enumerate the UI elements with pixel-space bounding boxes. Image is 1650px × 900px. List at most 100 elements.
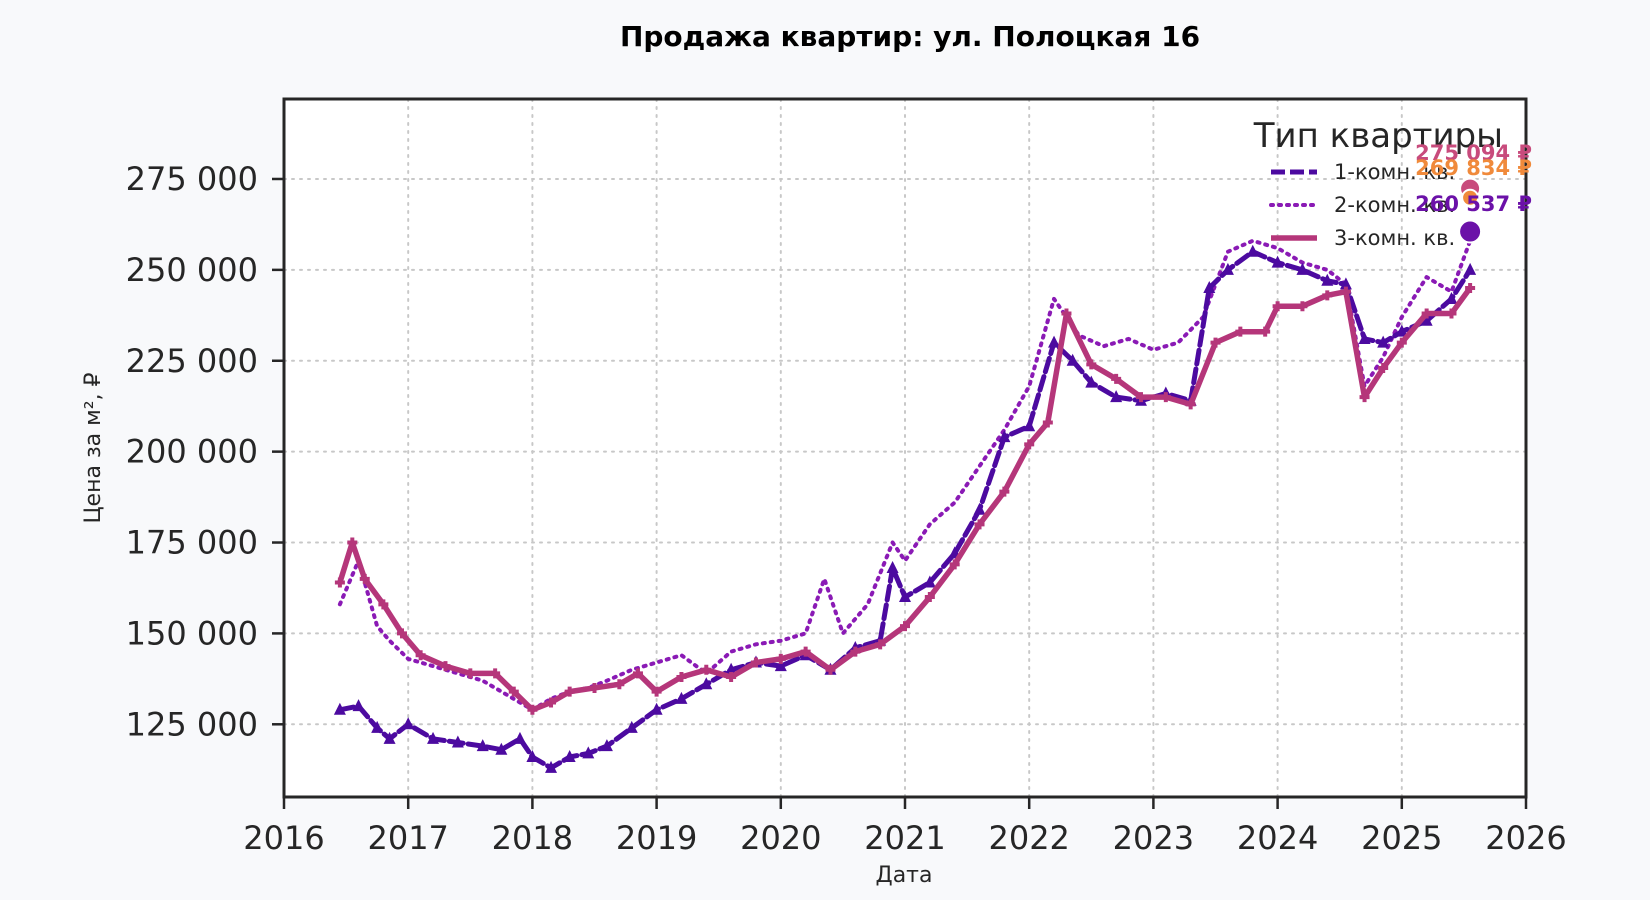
series-point-1 [1246, 244, 1259, 257]
y-tick-label: 250 000 [126, 251, 258, 289]
series-point-1 [545, 760, 558, 773]
series-point-1 [1339, 277, 1352, 290]
end-point-label: 275 094 ₽ [1415, 141, 1532, 165]
series-point-1 [998, 430, 1011, 443]
y-tick-label: 275 000 [126, 160, 258, 198]
series-point-3 [1185, 399, 1196, 410]
series-point-3 [490, 668, 501, 679]
x-tick-label: 2017 [367, 819, 448, 857]
series-point-3 [1024, 439, 1035, 450]
series-point-3 [825, 664, 836, 675]
series-point-3 [564, 686, 575, 697]
series-point-1 [1271, 255, 1284, 268]
series-point-1 [1321, 273, 1334, 286]
series-point-3 [775, 653, 786, 664]
end-point-marker [1458, 219, 1483, 244]
series-point-1 [774, 659, 787, 672]
series-point-1 [1110, 390, 1123, 403]
x-axis: 2016 2017 2018 2019 2020 2021 2022 2023 2024 2025… [243, 797, 1567, 857]
y-tick-label: 125 000 [126, 705, 258, 743]
series-point-1 [1066, 353, 1079, 366]
series-point-3 [465, 668, 476, 679]
series-point-3 [1340, 286, 1351, 297]
grid [283, 98, 1527, 798]
series-point-1 [495, 742, 508, 755]
series-point-3 [546, 697, 557, 708]
end-point-label: 269 834 ₽ [1415, 156, 1532, 180]
series-point-1 [886, 560, 899, 573]
series-point-1 [650, 702, 663, 715]
legend-label-1: 1-комн. кв. [1334, 160, 1455, 184]
series-point-1 [513, 731, 526, 744]
series-point-3 [1210, 337, 1221, 348]
series-point-3 [589, 682, 600, 693]
series-point-3 [701, 664, 712, 675]
series-point-1 [371, 720, 384, 733]
series-point-3 [949, 559, 960, 570]
series-point-1 [675, 691, 688, 704]
x-tick-label: 2020 [740, 819, 821, 857]
series-point-3 [396, 628, 407, 639]
series-point-3 [1396, 337, 1407, 348]
series-point-1 [582, 746, 595, 759]
series-point-3 [1260, 326, 1271, 337]
series-point-3 [924, 592, 935, 603]
legend-label-2: 2-комн. кв. [1334, 193, 1455, 217]
series-point-1 [383, 731, 396, 744]
series-point-3 [651, 686, 662, 697]
series-point-3 [508, 686, 519, 697]
series-point-3 [415, 650, 426, 661]
end-point-markers: 275 094 ₽269 834 ₽ 260 537 ₽ [1415, 141, 1532, 244]
series-point-3 [347, 537, 358, 548]
x-tick-label: 2024 [1237, 819, 1318, 857]
y-tick-label: 150 000 [126, 614, 258, 652]
series-layer [333, 238, 1477, 773]
series-point-3 [726, 672, 737, 683]
series-point-3 [1135, 392, 1146, 403]
series-point-3 [527, 704, 538, 715]
series-point-3 [1297, 301, 1308, 312]
chart-title: Продажа квартир: ул. Полоцкая 16 [620, 20, 1200, 53]
y-tick-label: 175 000 [126, 524, 258, 562]
series-point-1 [476, 739, 489, 752]
x-tick-label: 2019 [616, 819, 697, 857]
series-point-1 [563, 750, 576, 763]
y-tick-label: 225 000 [126, 342, 258, 380]
y-tick-label: 200 000 [126, 433, 258, 471]
series-point-1 [1445, 291, 1458, 304]
series-point-3 [1421, 308, 1432, 319]
end-point-label: 260 537 ₽ [1415, 192, 1532, 216]
series-point-1 [402, 717, 415, 730]
series-point-3 [850, 646, 861, 657]
x-axis-label: Дата [876, 863, 933, 888]
series-point-3 [1378, 363, 1389, 374]
series-point-1 [333, 702, 346, 715]
series-point-3 [1061, 308, 1072, 319]
series-point-1 [526, 750, 539, 763]
legend-label-3: 3-комн. кв. [1334, 226, 1455, 250]
series-point-1 [923, 575, 936, 588]
series-point-3 [632, 668, 643, 679]
series-point-3 [1322, 290, 1333, 301]
series-point-1 [1464, 262, 1477, 275]
legend-title: Тип квартиры [1253, 116, 1503, 156]
series-point-3 [999, 486, 1010, 497]
x-tick-label: 2021 [864, 819, 945, 857]
series-point-1 [1085, 375, 1098, 388]
series-point-3 [1235, 326, 1246, 337]
series-point-3 [614, 679, 625, 690]
y-axis-label: Цена за м², ₽ [81, 372, 106, 523]
x-tick-label: 2025 [1361, 819, 1442, 857]
series-point-1 [1203, 281, 1216, 294]
series-point-3 [974, 519, 985, 530]
series-point-1 [725, 662, 738, 675]
series-point-3 [1272, 301, 1283, 312]
series-point-1 [973, 502, 986, 515]
series-point-3 [676, 672, 687, 683]
series-point-3 [1465, 283, 1476, 294]
series-point-1 [352, 699, 365, 712]
series-point-1 [1023, 419, 1036, 432]
series-point-3 [900, 621, 910, 632]
